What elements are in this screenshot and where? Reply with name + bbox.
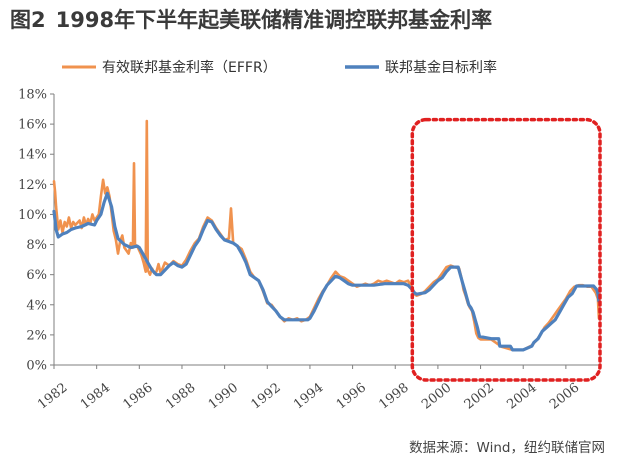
legend-label: 联邦基金目标利率 bbox=[385, 59, 497, 76]
x-tick-label: 1990 bbox=[206, 380, 241, 412]
x-tick-label: 2000 bbox=[419, 380, 454, 412]
chart-title: 图2 1998年下半年起美联储精准调控联邦基金利率 bbox=[10, 4, 492, 34]
y-tick-label: 4% bbox=[26, 298, 47, 313]
y-tick-label: 14% bbox=[18, 148, 47, 163]
highlight-layer bbox=[410, 117, 602, 382]
x-tick-label: 1992 bbox=[248, 380, 283, 412]
x-tick-label: 1998 bbox=[376, 380, 411, 412]
y-tick-label: 16% bbox=[18, 118, 47, 133]
y-tick-label: 0% bbox=[26, 359, 47, 374]
y-tick-label: 6% bbox=[26, 268, 47, 283]
plot-area bbox=[52, 119, 601, 352]
x-tick-label: 1994 bbox=[291, 380, 326, 412]
x-tick-label: 2002 bbox=[462, 380, 497, 412]
figure-label: 图2 bbox=[10, 8, 46, 32]
y-tick-label: 18% bbox=[18, 88, 47, 103]
legend-label: 有效联邦基金利率（EFFR） bbox=[102, 59, 277, 76]
x-tick-label: 1986 bbox=[120, 380, 155, 412]
axes: 0% 2% 4% 6% 8% 10% 12% 14% 16% 18% 1982 1984 1986 198… bbox=[18, 88, 600, 413]
x-tick-label: 1996 bbox=[334, 380, 369, 412]
highlight-box bbox=[410, 117, 602, 382]
y-tick-label: 10% bbox=[18, 208, 47, 223]
x-tick-label: 1988 bbox=[163, 380, 198, 412]
x-tick-label: 2004 bbox=[504, 380, 539, 412]
y-tick-label: 2% bbox=[26, 328, 47, 343]
x-tick-label: 1984 bbox=[78, 380, 113, 412]
y-tick-label: 12% bbox=[18, 178, 47, 193]
chart-title-text: 1998年下半年起美联储精准调控联邦基金利率 bbox=[55, 8, 493, 32]
target-rate-line bbox=[52, 191, 601, 352]
legend-effr: 有效联邦基金利率（EFFR） bbox=[62, 59, 277, 76]
x-tick-label: 2006 bbox=[547, 380, 582, 412]
effr-line bbox=[52, 119, 601, 352]
source-note: 数据来源：Wind，纽约联储官网 bbox=[409, 440, 605, 456]
y-tick-label: 8% bbox=[26, 238, 47, 253]
x-tick-label: 1982 bbox=[35, 380, 70, 412]
legend-target-rate: 联邦基金目标利率 bbox=[345, 59, 497, 76]
legend: 有效联邦基金利率（EFFR） 联邦基金目标利率 bbox=[62, 59, 497, 76]
